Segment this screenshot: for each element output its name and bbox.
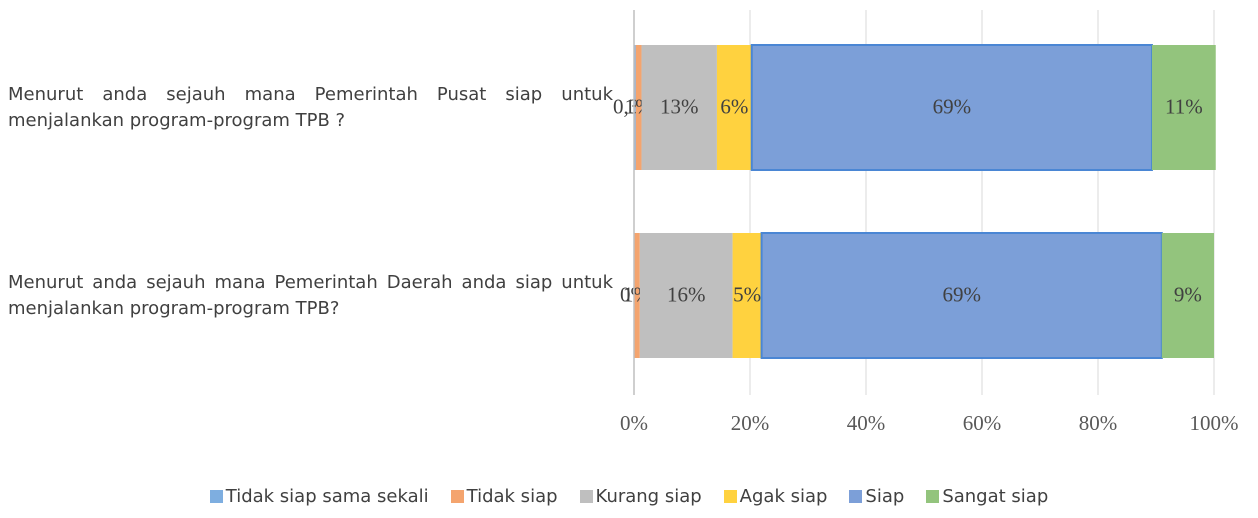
legend-label: Tidak siap sama sekali [225, 486, 429, 507]
legend-label: Kurang siap [595, 486, 702, 507]
legend-label: Sangat siap [942, 486, 1049, 507]
data-label: 69% [942, 282, 981, 306]
legend-swatch [579, 490, 593, 503]
category-label: Menurut anda sejauh mana Pemerintah Pusa… [8, 83, 613, 131]
x-tick-label: 100% [1190, 411, 1239, 435]
data-label: 9% [1174, 282, 1202, 306]
x-tick-label: 0% [620, 411, 648, 435]
legend: Tidak siap sama sekali Tidak siap Kurang s… [0, 486, 1258, 507]
bar-segment [1161, 233, 1214, 358]
legend-swatch [849, 490, 863, 503]
bar-segment [634, 45, 636, 170]
bar-segment [750, 44, 1153, 171]
legend-item: Sangat siap [926, 486, 1048, 507]
legend-item: Tidak siap sama sekali [209, 486, 429, 507]
bar-segment [732, 233, 762, 358]
x-tick-label: 80% [1079, 411, 1118, 435]
legend-item: Siap [849, 486, 904, 507]
bar-segment [639, 233, 733, 358]
x-tick-label: 20% [731, 411, 770, 435]
legend-label: Siap [865, 486, 905, 507]
category-label: Menurut anda sejauh mana Pemerintah Daer… [8, 271, 613, 319]
legend-swatch [926, 490, 940, 503]
data-label: 69% [933, 94, 972, 118]
bar-segment [641, 45, 717, 170]
data-label: 6% [720, 94, 748, 118]
bar-segment [760, 232, 1163, 359]
data-label: 11% [1165, 94, 1203, 118]
legend-item: Agak siap [723, 486, 828, 507]
legend-label: Tidak siap [466, 486, 558, 507]
data-label: 13% [660, 94, 699, 118]
x-tick-label: 40% [847, 411, 886, 435]
data-label: 16% [667, 282, 706, 306]
bar-segment [634, 233, 640, 358]
legend-label: Agak siap [739, 486, 828, 507]
legend-swatch [450, 490, 464, 503]
legend-item: Tidak siap [450, 486, 558, 507]
legend-item: Kurang siap [579, 486, 702, 507]
bar-segment [635, 45, 642, 170]
data-label: 5% [733, 282, 761, 306]
bar-segment [1151, 45, 1216, 170]
legend-swatch [723, 490, 737, 503]
bar-segment [716, 45, 752, 170]
x-tick-label: 60% [963, 411, 1002, 435]
legend-swatch [209, 490, 223, 503]
